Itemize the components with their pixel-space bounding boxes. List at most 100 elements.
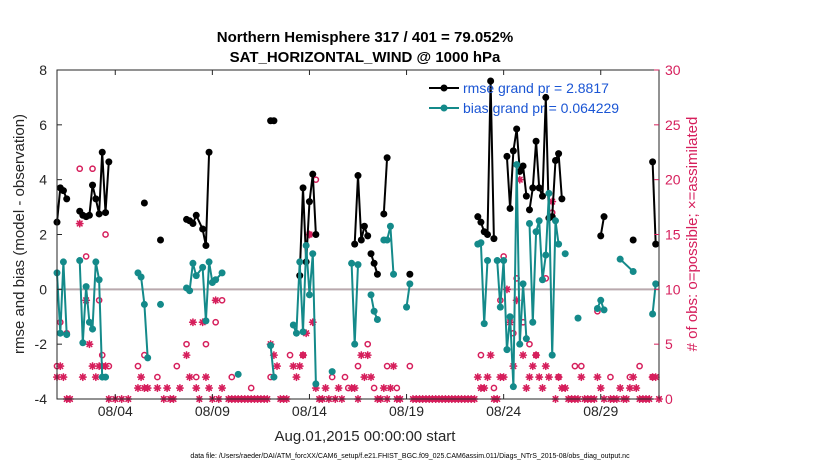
obs-assimilated-stroke — [484, 373, 491, 381]
y-right-tick-label: 15 — [665, 227, 681, 243]
obs-assimilated-marker — [75, 219, 84, 228]
obs-assimilated-marker — [153, 384, 162, 393]
bias-point — [79, 339, 87, 347]
obs-assimilated-stroke — [652, 373, 659, 381]
bias-point — [328, 368, 336, 376]
bias-point — [600, 306, 608, 314]
obs-assimilated-marker — [360, 373, 369, 382]
rmse-point — [542, 93, 550, 101]
rmse-point — [519, 162, 527, 170]
rmse-point — [535, 184, 543, 192]
obs-assimilated-stroke — [205, 384, 213, 392]
rmse-point — [484, 231, 492, 238]
y-right-tick-label: 5 — [665, 336, 673, 352]
obs-assimilated-stroke — [189, 319, 197, 326]
bias-point — [574, 314, 582, 322]
obs-assimilated-marker — [525, 373, 534, 382]
obs-assimilated-stroke — [545, 373, 552, 381]
y-right-tick-label: 30 — [665, 62, 681, 78]
bias-point — [525, 220, 533, 228]
obs-assimilated-stroke — [523, 384, 530, 392]
bias-point — [390, 270, 398, 278]
obs-possible-marker — [202, 340, 210, 348]
obs-assimilated-stroke — [519, 352, 527, 359]
obs-possible-marker — [370, 384, 378, 392]
bias-point — [597, 296, 605, 304]
obs-possible-marker — [247, 384, 255, 392]
y-right-tick-label: 0 — [665, 391, 673, 407]
bias-point — [56, 329, 64, 337]
bias-point — [367, 291, 375, 299]
bias-point — [542, 251, 550, 259]
rmse-point — [364, 232, 372, 240]
bias-point — [616, 255, 624, 263]
bias-point — [102, 373, 110, 381]
bias-point — [496, 303, 504, 311]
y-right-axis-ticks: 0 5 10 15 20 25 30 — [654, 62, 681, 407]
obs-assimilated-stroke — [335, 384, 342, 392]
obs-assimilated-stroke — [76, 220, 83, 227]
bias-point — [89, 325, 97, 333]
x-axis-label: Aug.01,2015 00:00:00 start — [275, 428, 457, 445]
obs-assimilated-stroke — [380, 384, 387, 392]
obs-assimilated-stroke — [137, 373, 145, 381]
obs-possible-marker — [490, 384, 498, 392]
rmse-point — [380, 210, 388, 218]
bias-point — [63, 331, 71, 339]
rmse-point — [312, 231, 320, 238]
rmse-point — [140, 199, 148, 207]
bias-line — [496, 163, 528, 388]
rmse-point — [477, 218, 485, 226]
obs-possible-marker — [341, 373, 349, 381]
obs-assimilated-marker — [357, 351, 366, 360]
obs-assimilated-stroke — [144, 384, 151, 392]
bias-point — [383, 236, 391, 244]
obs-assimilated-marker — [486, 351, 495, 360]
bias-point — [59, 258, 67, 266]
obs-assimilated-marker — [515, 175, 524, 184]
y-tick-label: -2 — [35, 336, 48, 352]
rmse-point — [600, 213, 608, 221]
legend: rmse grand pr = 2.8817 bias grand pr = 0… — [429, 80, 619, 116]
x-tick-label: 08/19 — [389, 403, 424, 419]
obs-assimilated-stroke — [102, 362, 109, 370]
rmse-point — [367, 250, 375, 258]
rmse-point — [63, 195, 71, 203]
obs-assimilated-marker — [201, 373, 210, 382]
obs-assimilated-marker — [299, 351, 308, 360]
obs-assimilated-marker — [143, 384, 152, 393]
obs-assimilated-stroke — [322, 384, 329, 392]
rmse-point — [92, 195, 100, 203]
obs-assimilated-stroke — [186, 373, 193, 381]
obs-assimilated-stroke — [89, 362, 96, 370]
bias-point — [506, 313, 514, 321]
obs-assimilated-stroke — [578, 373, 585, 381]
bias-point — [529, 318, 537, 326]
obs-possible-marker — [173, 362, 181, 370]
x-tick-label: 08/24 — [486, 403, 521, 419]
obs-assimilated-stroke — [481, 384, 488, 392]
chart-subtitle: SAT_HORIZONTAL_WIND @ 1000 hPa — [230, 49, 501, 66]
rmse-point — [59, 187, 67, 195]
rmse-point — [95, 210, 103, 218]
obs-possible-marker — [636, 362, 643, 370]
legend-rmse-label: rmse grand pr = 2.8817 — [463, 80, 609, 96]
y-right-tick-label: 20 — [665, 172, 681, 188]
rmse-point — [474, 213, 482, 221]
obs-assimilated-stroke — [562, 384, 569, 392]
obs-assimilated-marker — [292, 373, 301, 382]
y-tick-label: 2 — [39, 227, 47, 243]
obs-assimilated-marker — [499, 373, 508, 382]
obs-assimilated-marker — [541, 362, 550, 371]
series-layer — [53, 77, 660, 391]
rmse-point — [157, 236, 165, 244]
obs-assimilated-stroke — [358, 352, 365, 359]
bias-point — [522, 335, 530, 343]
obs-assimilated-stroke — [218, 384, 226, 392]
bias-point — [509, 383, 517, 391]
bias-point — [199, 263, 207, 271]
obs-assimilated-stroke — [532, 352, 540, 359]
obs-assimilated-stroke — [367, 373, 375, 381]
bias-point — [503, 346, 511, 354]
obs-assimilated-marker — [386, 384, 395, 393]
